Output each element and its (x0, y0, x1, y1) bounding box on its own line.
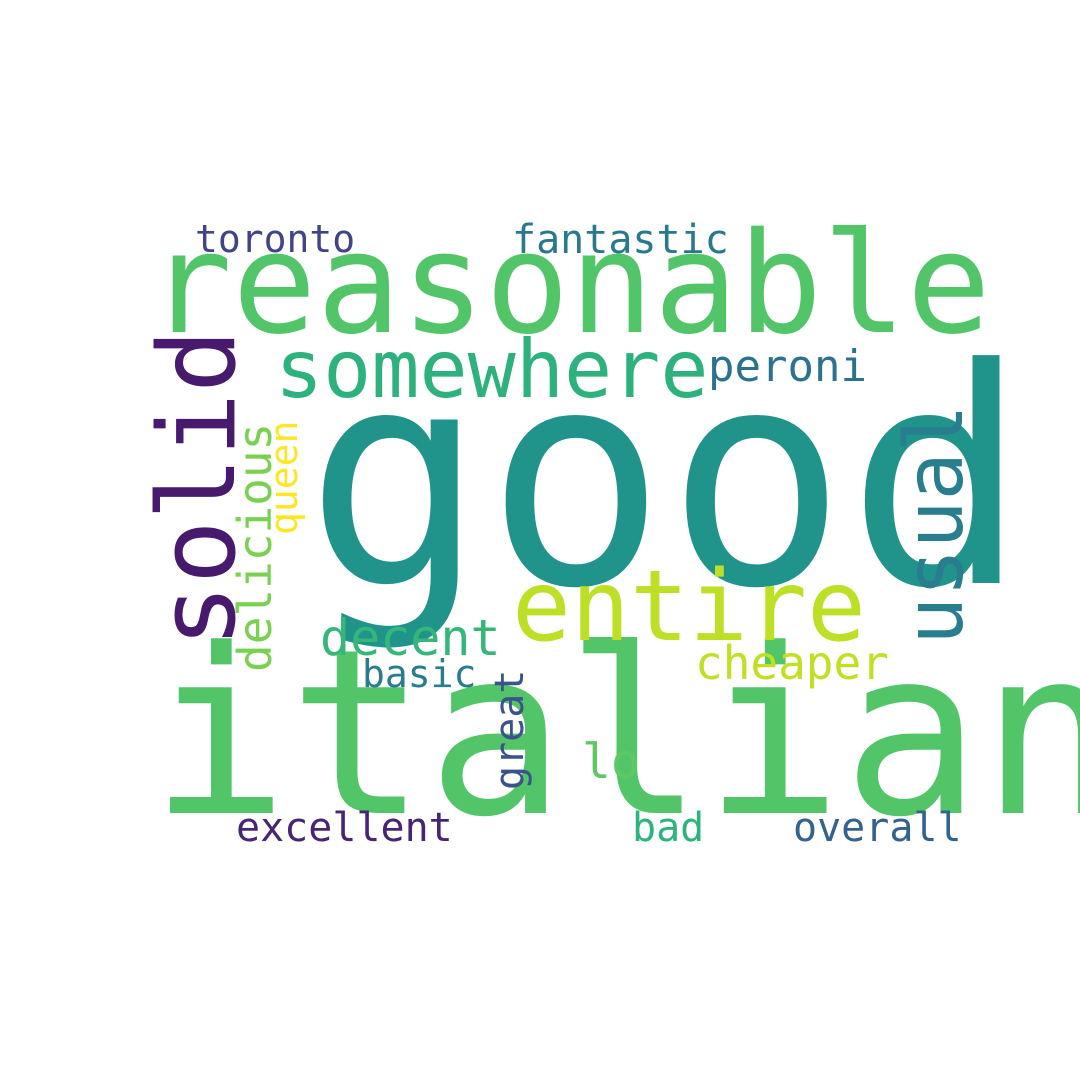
word-toronto: toronto (195, 217, 356, 261)
word-excellent: excellent (236, 805, 453, 851)
word-italian: italian (150, 601, 1080, 868)
word-fantastic: fantastic (512, 217, 729, 263)
word-bad: bad (632, 805, 705, 851)
word-somewhere: somewhere (275, 323, 709, 416)
word-basic: basic (362, 652, 477, 696)
word-queen: queen (262, 420, 306, 535)
word-overall: overall (793, 805, 962, 851)
word-entire: entire (512, 550, 867, 664)
word-decent: decent (320, 609, 501, 667)
word-reasonable: reasonable (148, 203, 991, 366)
word-lo: lo (582, 734, 640, 790)
word-cheaper: cheaper (695, 636, 889, 690)
word-usual: usual (888, 404, 981, 645)
word-great: great (487, 669, 533, 790)
word-peroni: peroni (708, 341, 867, 392)
word-good: good (305, 305, 1028, 654)
